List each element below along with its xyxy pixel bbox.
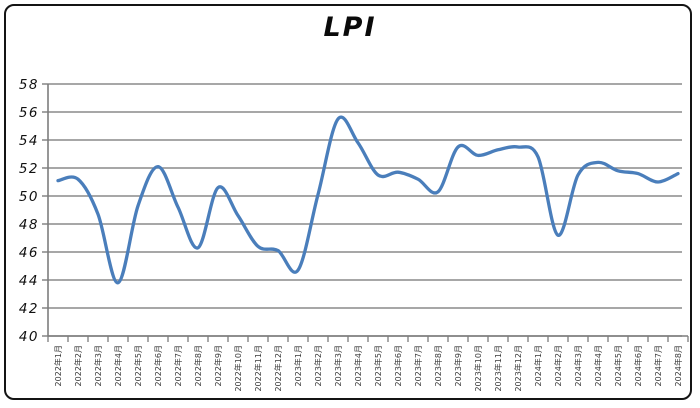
x-axis-label: 2022年7月 [173, 345, 183, 386]
x-axis-label: 2023年7月 [413, 345, 423, 386]
y-axis-label: 56 [19, 105, 39, 121]
x-axis-label: 2023年1月 [293, 345, 303, 386]
y-axis-label: 54 [19, 133, 39, 149]
x-axis-label: 2022年11月 [253, 345, 263, 392]
x-axis-label: 2023年10月 [473, 345, 483, 392]
x-axis-label: 2024年7月 [653, 345, 663, 386]
x-axis-label: 2023年12月 [513, 345, 523, 392]
y-axis-label: 40 [19, 329, 39, 345]
x-axis-label: 2023年4月 [353, 345, 363, 386]
x-axis-label: 2022年12月 [273, 345, 283, 392]
y-axis-label: 50 [19, 189, 39, 205]
x-axis-label: 2023年5月 [373, 345, 383, 386]
x-axis-label: 2022年1月 [53, 345, 63, 386]
x-axis-label: 2022年2月 [73, 345, 83, 386]
y-axis-label: 58 [19, 77, 39, 93]
x-axis-label: 2023年3月 [333, 345, 343, 386]
x-axis-label: 2022年5月 [133, 345, 143, 386]
x-axis-label: 2024年8月 [673, 345, 683, 386]
x-axis-label: 2023年2月 [313, 345, 323, 386]
chart-title: LPI [323, 12, 377, 43]
y-axis-label: 42 [19, 301, 39, 317]
x-axis-label: 2024年1月 [533, 345, 543, 386]
x-axis-label: 2024年6月 [633, 345, 643, 386]
x-axis-label: 2022年10月 [233, 345, 243, 392]
x-axis-label: 2023年6月 [393, 345, 403, 386]
x-axis-label: 2023年9月 [453, 345, 463, 386]
chart-frame [4, 4, 692, 400]
y-axis-label: 52 [19, 161, 39, 177]
x-axis-label: 2022年6月 [153, 345, 163, 386]
y-axis-label: 44 [19, 273, 39, 289]
x-axis-label: 2024年3月 [573, 345, 583, 386]
x-axis-label: 2023年8月 [433, 345, 443, 386]
x-axis-label: 2022年8月 [193, 345, 203, 386]
x-axis-label: 2022年3月 [93, 345, 103, 386]
y-axis-label: 46 [19, 245, 39, 261]
y-axis-label: 48 [19, 217, 39, 233]
x-axis-label: 2023年11月 [493, 345, 503, 392]
x-axis-label: 2024年2月 [553, 345, 563, 386]
x-axis-label: 2022年4月 [113, 345, 123, 386]
x-axis-label: 2024年4月 [593, 345, 603, 386]
x-axis-label: 2022年9月 [213, 345, 223, 386]
x-axis-label: 2024年5月 [613, 345, 623, 386]
lpi-series-line [56, 115, 680, 285]
